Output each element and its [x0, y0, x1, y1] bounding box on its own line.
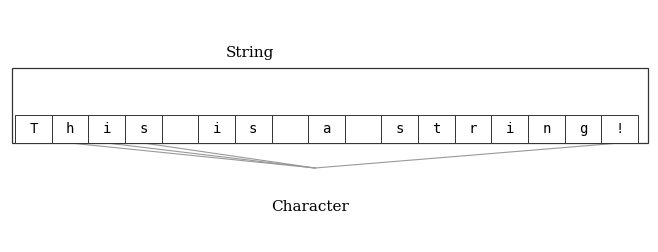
- Text: r: r: [469, 122, 477, 136]
- Bar: [88, 115, 125, 143]
- Text: i: i: [505, 122, 514, 136]
- Bar: [601, 115, 638, 143]
- Bar: [565, 115, 601, 143]
- Text: i: i: [103, 122, 111, 136]
- Text: a: a: [322, 122, 331, 136]
- Text: s: s: [249, 122, 257, 136]
- Bar: [198, 115, 235, 143]
- Text: h: h: [66, 122, 74, 136]
- Bar: [455, 115, 492, 143]
- Bar: [308, 115, 345, 143]
- Text: !: !: [615, 122, 624, 136]
- Bar: [528, 115, 565, 143]
- Text: g: g: [579, 122, 587, 136]
- Text: s: s: [139, 122, 147, 136]
- Bar: [51, 115, 88, 143]
- Bar: [235, 115, 272, 143]
- Bar: [418, 115, 455, 143]
- Text: t: t: [432, 122, 441, 136]
- Text: T: T: [29, 122, 38, 136]
- Text: i: i: [213, 122, 220, 136]
- Text: String: String: [226, 46, 274, 60]
- Bar: [12, 68, 648, 143]
- Bar: [125, 115, 162, 143]
- Text: n: n: [542, 122, 551, 136]
- Bar: [345, 115, 382, 143]
- Text: Character: Character: [271, 200, 349, 214]
- Text: s: s: [395, 122, 404, 136]
- Bar: [162, 115, 198, 143]
- Bar: [15, 115, 51, 143]
- Bar: [382, 115, 418, 143]
- Bar: [492, 115, 528, 143]
- Bar: [272, 115, 308, 143]
